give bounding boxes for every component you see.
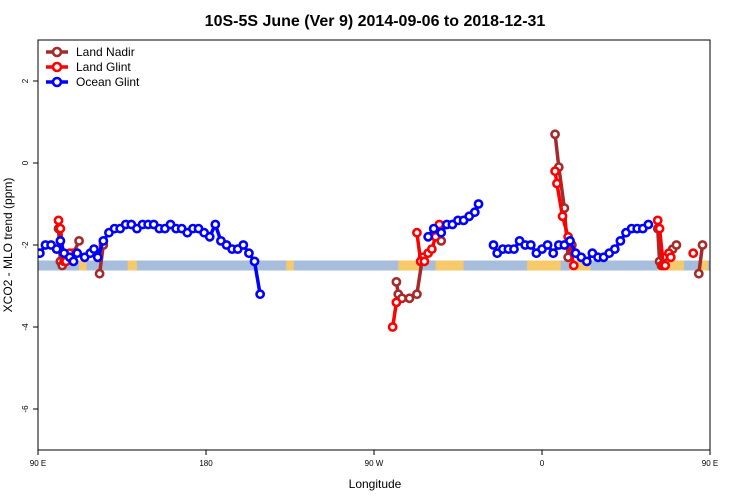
x-tick-label: 90 E — [702, 459, 718, 468]
data-point — [51, 244, 62, 254]
data-point — [255, 289, 266, 300]
x-tick-label: 0 — [540, 459, 545, 468]
data-point — [581, 256, 592, 267]
data-point — [72, 248, 83, 259]
data-point — [688, 248, 699, 259]
series-land-glint — [53, 166, 699, 332]
surface-band-land — [79, 260, 87, 271]
data-point — [428, 223, 439, 234]
plot-inner — [38, 129, 710, 332]
data-point — [55, 223, 66, 234]
legend-item: Land Nadir — [46, 45, 135, 59]
x-axis-label: Longitude — [349, 477, 402, 491]
data-point — [53, 215, 64, 226]
surface-band-land — [527, 260, 561, 271]
surface-band-land — [398, 260, 419, 271]
data-point — [404, 293, 415, 304]
data-point — [68, 256, 79, 267]
data-point — [550, 129, 560, 140]
data-point — [665, 252, 676, 263]
plot-area — [38, 129, 710, 332]
data-point — [391, 297, 402, 308]
data-point — [391, 276, 402, 287]
surface-band-land — [570, 260, 591, 271]
surface-band-land — [700, 260, 709, 271]
surface-band-ocean — [38, 260, 710, 271]
y-tick-label: -2 — [21, 241, 30, 249]
x-tick-label: 90 W — [365, 459, 384, 468]
data-point — [568, 260, 579, 271]
y-tick-label: 2 — [21, 78, 30, 83]
data-point — [94, 268, 105, 279]
legend-marker — [51, 46, 63, 58]
axes: 90 E 180 90 W 0 90 E -6 -4 -2 0 2 — [21, 78, 718, 468]
legend-marker — [51, 61, 63, 73]
data-point — [387, 322, 398, 332]
series-ocean-glint — [38, 199, 654, 300]
data-point — [92, 252, 103, 263]
data-point — [473, 199, 484, 209]
series-land-nadir — [53, 129, 708, 304]
data-point — [38, 248, 45, 259]
data-point — [542, 240, 553, 250]
data-point — [55, 235, 66, 246]
legend-item: Land Glint — [46, 60, 131, 74]
data-point — [697, 240, 708, 250]
data-point — [488, 240, 499, 250]
legend-label: Land Glint — [76, 60, 131, 74]
legend-marker — [51, 76, 63, 88]
data-point — [249, 256, 260, 267]
y-tick-label: 0 — [21, 160, 30, 165]
surface-band-land — [286, 260, 294, 271]
data-point — [89, 244, 99, 254]
data-point — [652, 215, 663, 226]
data-point — [552, 178, 562, 189]
legend-label: Land Nadir — [76, 45, 135, 59]
data-point — [660, 260, 671, 271]
data-point — [671, 240, 682, 250]
data-point — [557, 211, 568, 222]
surface-band-land — [127, 260, 137, 271]
data-point — [238, 240, 249, 250]
data-point — [204, 231, 215, 242]
data-point — [509, 244, 519, 254]
x-tick-label: 180 — [199, 459, 213, 468]
data-point — [469, 207, 480, 218]
data-point — [609, 244, 620, 254]
data-point — [654, 223, 665, 234]
plot-frame — [37, 39, 711, 451]
data-point — [565, 235, 575, 246]
data-point — [412, 289, 422, 300]
data-point — [74, 235, 84, 246]
legend-item: Ocean Glint — [46, 75, 140, 89]
data-point — [615, 235, 626, 246]
data-point — [412, 227, 422, 238]
data-point — [244, 248, 254, 259]
data-point — [436, 227, 447, 238]
legend-label: Ocean Glint — [76, 75, 140, 89]
y-tick-label: -6 — [21, 405, 30, 413]
data-point — [98, 235, 109, 246]
data-point — [693, 268, 704, 279]
data-point — [210, 219, 221, 230]
data-point — [548, 248, 559, 259]
data-point — [643, 219, 654, 230]
x-tick-label: 90 E — [30, 459, 46, 468]
data-point — [550, 166, 560, 177]
data-point — [426, 244, 437, 254]
chart-title: 10S-5S June (Ver 9) 2014-09-06 to 2018-1… — [205, 13, 546, 30]
y-axis-label: XCO2 - MLO trend (ppm) — [1, 178, 15, 313]
y-tick-label: -4 — [21, 323, 30, 331]
data-point — [419, 256, 430, 267]
surface-band-land — [435, 260, 464, 271]
data-point — [423, 231, 434, 242]
data-point — [525, 240, 536, 250]
surface-band-land — [657, 260, 684, 271]
